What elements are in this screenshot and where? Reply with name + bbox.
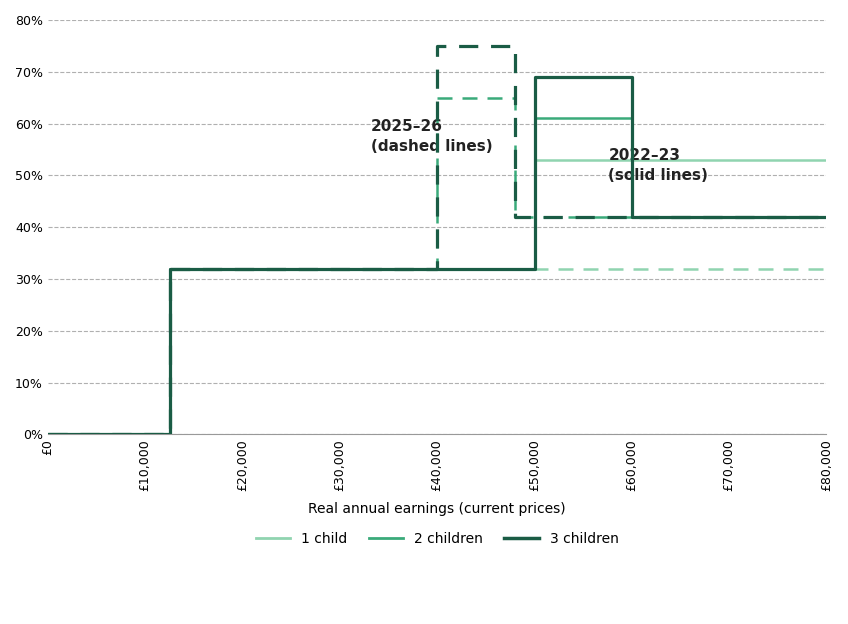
Text: 2022–23
(solid lines): 2022–23 (solid lines): [609, 149, 708, 183]
X-axis label: Real annual earnings (current prices): Real annual earnings (current prices): [309, 502, 566, 516]
Text: 2025–26
(dashed lines): 2025–26 (dashed lines): [371, 119, 493, 154]
Legend: 1 child, 2 children, 3 children: 1 child, 2 children, 3 children: [250, 527, 624, 552]
